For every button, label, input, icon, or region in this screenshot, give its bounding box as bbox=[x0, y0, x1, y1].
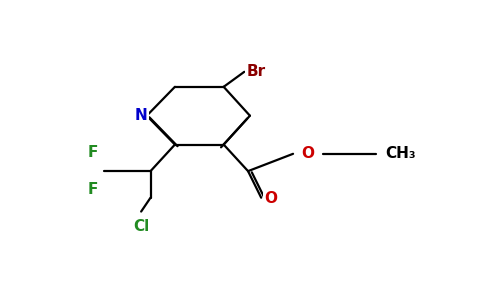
Text: CH₃: CH₃ bbox=[385, 146, 416, 161]
Text: F: F bbox=[87, 145, 98, 160]
Text: O: O bbox=[302, 146, 315, 161]
Text: O: O bbox=[264, 191, 277, 206]
Text: Br: Br bbox=[246, 64, 265, 79]
Text: N: N bbox=[135, 108, 148, 123]
Text: Cl: Cl bbox=[133, 219, 149, 234]
Text: F: F bbox=[87, 182, 98, 197]
